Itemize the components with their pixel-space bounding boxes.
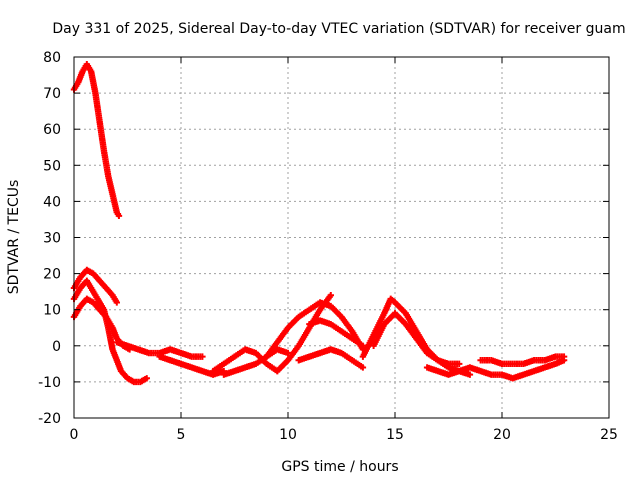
y-tick-label: 40 <box>43 194 61 210</box>
chart-title: Day 331 of 2025, Sidereal Day-to-day VTE… <box>52 21 625 37</box>
y-tick-label: 10 <box>43 303 61 319</box>
y-tick-label: 0 <box>52 339 61 355</box>
x-tick-label: 10 <box>279 427 297 443</box>
data-point <box>327 292 334 299</box>
data-point <box>199 353 206 360</box>
y-tick-label: 70 <box>43 86 61 102</box>
y-tick-label: 60 <box>43 122 61 138</box>
y-tick-label: 80 <box>43 50 61 66</box>
data-point <box>456 360 463 368</box>
x-tick-label: 20 <box>493 427 511 443</box>
series-arc-16 <box>477 353 568 368</box>
series-arc-14 <box>370 310 463 368</box>
series-arc-10 <box>274 292 334 375</box>
data-point <box>359 364 367 371</box>
series-arc-7 <box>209 346 281 375</box>
y-tick-label: -20 <box>38 411 61 427</box>
y-tick-label: 30 <box>43 231 61 247</box>
y-tick-label: 50 <box>43 158 61 174</box>
series-arc-15 <box>423 357 568 382</box>
x-tick-label: 5 <box>177 427 186 443</box>
grid-layer <box>74 57 609 418</box>
data-point <box>466 371 474 378</box>
y-tick-label: 20 <box>43 267 61 283</box>
data-point <box>115 212 123 220</box>
series-arc-1 <box>70 61 123 220</box>
x-axis-label: GPS time / hours <box>281 459 398 475</box>
x-tick-label: 25 <box>600 427 618 443</box>
data-point <box>113 299 120 306</box>
x-tick-label: 0 <box>70 427 79 443</box>
y-tick-label: -10 <box>38 375 61 391</box>
tick-layer: 0 5 10 15 20 25 -20 -10 0 10 20 30 40 50 60 70 80 <box>38 50 618 443</box>
data-point <box>560 353 568 360</box>
series-arc-11 <box>295 346 367 371</box>
series-arc-2 <box>70 266 120 306</box>
x-tick-label: 15 <box>386 427 404 443</box>
data-point <box>143 375 150 382</box>
series-arc-5 <box>113 338 206 360</box>
y-axis-label: SDTVAR / TECUs <box>6 180 22 295</box>
data-layer <box>70 61 568 386</box>
